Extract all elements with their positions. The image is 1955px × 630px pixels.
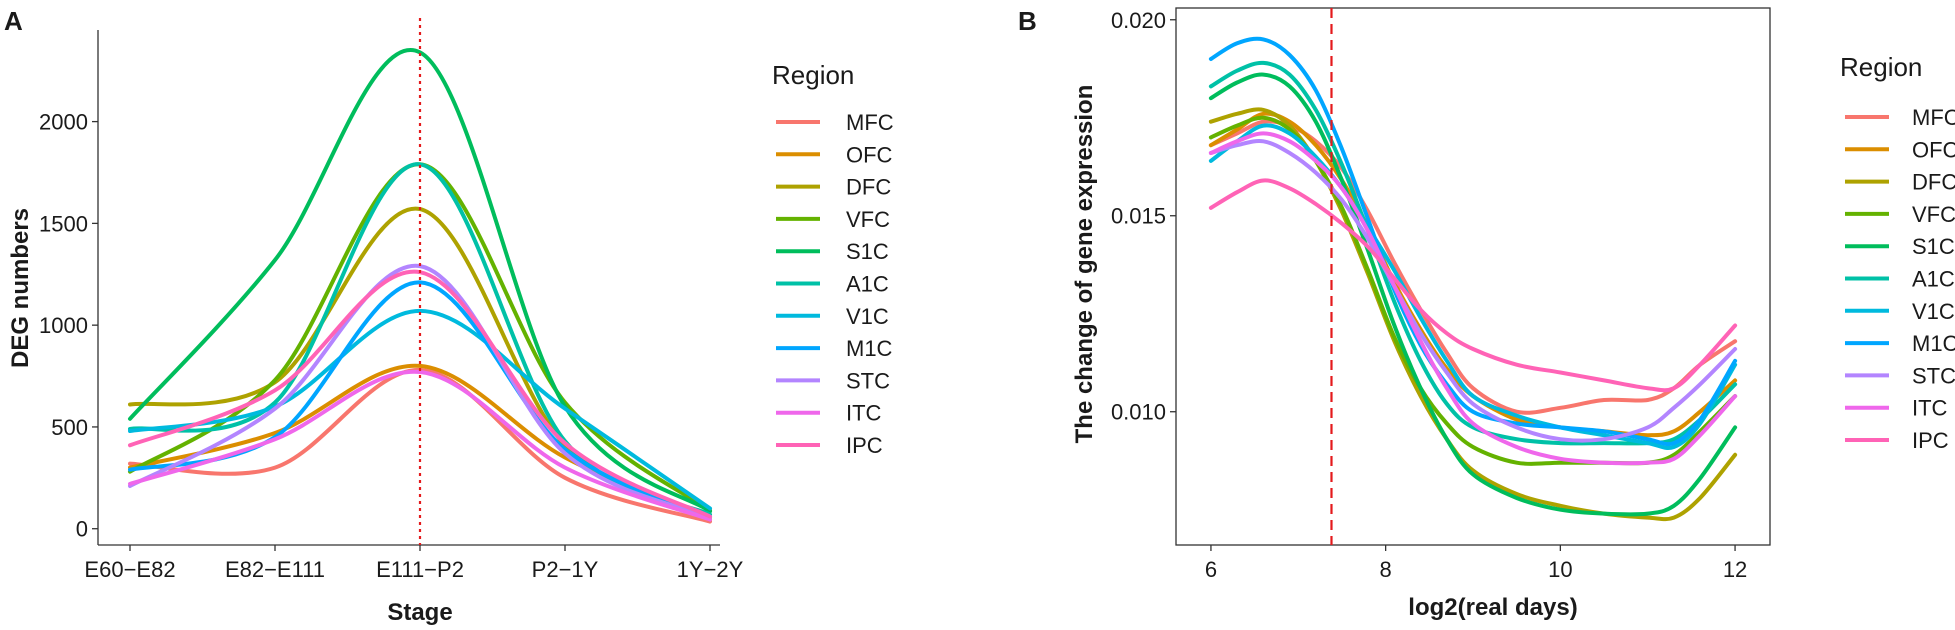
- y-axis-label-a: DEG numbers: [7, 208, 34, 368]
- legend-title-b: Region: [1840, 52, 1922, 82]
- panel-label-b: B: [1018, 6, 1037, 36]
- x-tick-label-a: P2−1Y: [532, 557, 599, 582]
- legend-label-a: S1C: [846, 239, 889, 264]
- y-tick-label-a: 500: [51, 415, 88, 440]
- legend-b: Region MFC OFC DFC VFC S1C A1C V1C M1C STC ITC IPC: [1840, 52, 1955, 453]
- x-tick-label-a: E111−P2: [376, 557, 464, 582]
- legend-label-a: OFC: [846, 142, 893, 167]
- legend-label-b: STC: [1912, 363, 1955, 388]
- y-tick-label-a: 1000: [39, 313, 88, 338]
- series-line-b-ofc: [1208, 111, 1738, 438]
- legend-title-a: Region: [772, 60, 854, 90]
- panel-label-a: A: [4, 6, 23, 36]
- legend-label-b: MFC: [1912, 105, 1955, 130]
- y-axis-label-b: The change of gene expression: [1071, 85, 1098, 444]
- legend-label-b: M1C: [1912, 331, 1955, 356]
- legend-label-b: ITC: [1912, 396, 1948, 421]
- series-line-a-v1c: [128, 308, 712, 511]
- legend-label-a: STC: [846, 368, 890, 393]
- legend-label-b: S1C: [1912, 234, 1955, 259]
- x-axis-label-b: log2(real days): [1408, 594, 1577, 621]
- legend-label-b: IPC: [1912, 428, 1949, 453]
- y-tick-label-b: 0.015: [1111, 204, 1166, 229]
- x-axis-label-a: Stage: [387, 599, 452, 626]
- series-line-a-s1c: [128, 48, 712, 514]
- series-line-b-dfc: [1208, 107, 1738, 522]
- legend-label-b: OFC: [1912, 137, 1955, 162]
- legend-label-a: MFC: [846, 110, 894, 135]
- y-tick-label-b: 0.020: [1111, 8, 1166, 33]
- series-line-b-ipc: [1208, 178, 1738, 393]
- legend-label-a: M1C: [846, 336, 893, 361]
- series-line-b-m1c: [1208, 36, 1738, 447]
- panel-b: B 0.010 0.015 0.020 6 8 10 12 The change of g…: [1018, 6, 1955, 621]
- legend-label-b: VFC: [1912, 202, 1955, 227]
- legend-a: Region MFC OFC DFC VFC S1C A1C V1C M1C STC ITC IPC: [772, 60, 894, 458]
- series-line-b-stc: [1208, 139, 1738, 443]
- panel-a: A 0 500 1000 1500 2000 E60−E82 E82−E111 E111−P…: [4, 6, 894, 626]
- legend-label-a: V1C: [846, 304, 889, 329]
- legend-label-a: DFC: [846, 175, 891, 200]
- x-tick-label-a: 1Y−2Y: [677, 557, 744, 582]
- y-tick-label-a: 2000: [39, 110, 88, 135]
- legend-label-b: V1C: [1912, 299, 1955, 324]
- series-line-b-itc: [1208, 131, 1738, 466]
- x-tick-label-b: 12: [1723, 557, 1747, 582]
- legend-label-a: VFC: [846, 207, 890, 232]
- x-tick-label-a: E82−E111: [225, 557, 325, 582]
- series-line-b-s1c: [1208, 72, 1738, 517]
- x-tick-label-b: 6: [1205, 557, 1217, 582]
- legend-label-a: A1C: [846, 272, 889, 297]
- legend-label-b: DFC: [1912, 170, 1955, 195]
- series-line-a-ipc: [128, 269, 712, 519]
- series-line-a-stc: [128, 264, 712, 520]
- legend-label-a: ITC: [846, 401, 882, 426]
- x-tick-label-a: E60−E82: [84, 557, 175, 582]
- y-tick-label-b: 0.010: [1111, 400, 1166, 425]
- series-line-a-itc: [128, 369, 712, 522]
- y-tick-label-a: 1500: [39, 211, 88, 236]
- series-line-b-mfc: [1208, 119, 1738, 415]
- y-tick-label-a: 0: [76, 517, 88, 542]
- plot-frame-b: [1175, 7, 1771, 546]
- x-tick-label-b: 10: [1548, 557, 1572, 582]
- series-line-b-v1c: [1208, 123, 1738, 451]
- x-tick-label-b: 8: [1380, 557, 1392, 582]
- legend-label-b: A1C: [1912, 267, 1955, 292]
- legend-label-a: IPC: [846, 433, 883, 458]
